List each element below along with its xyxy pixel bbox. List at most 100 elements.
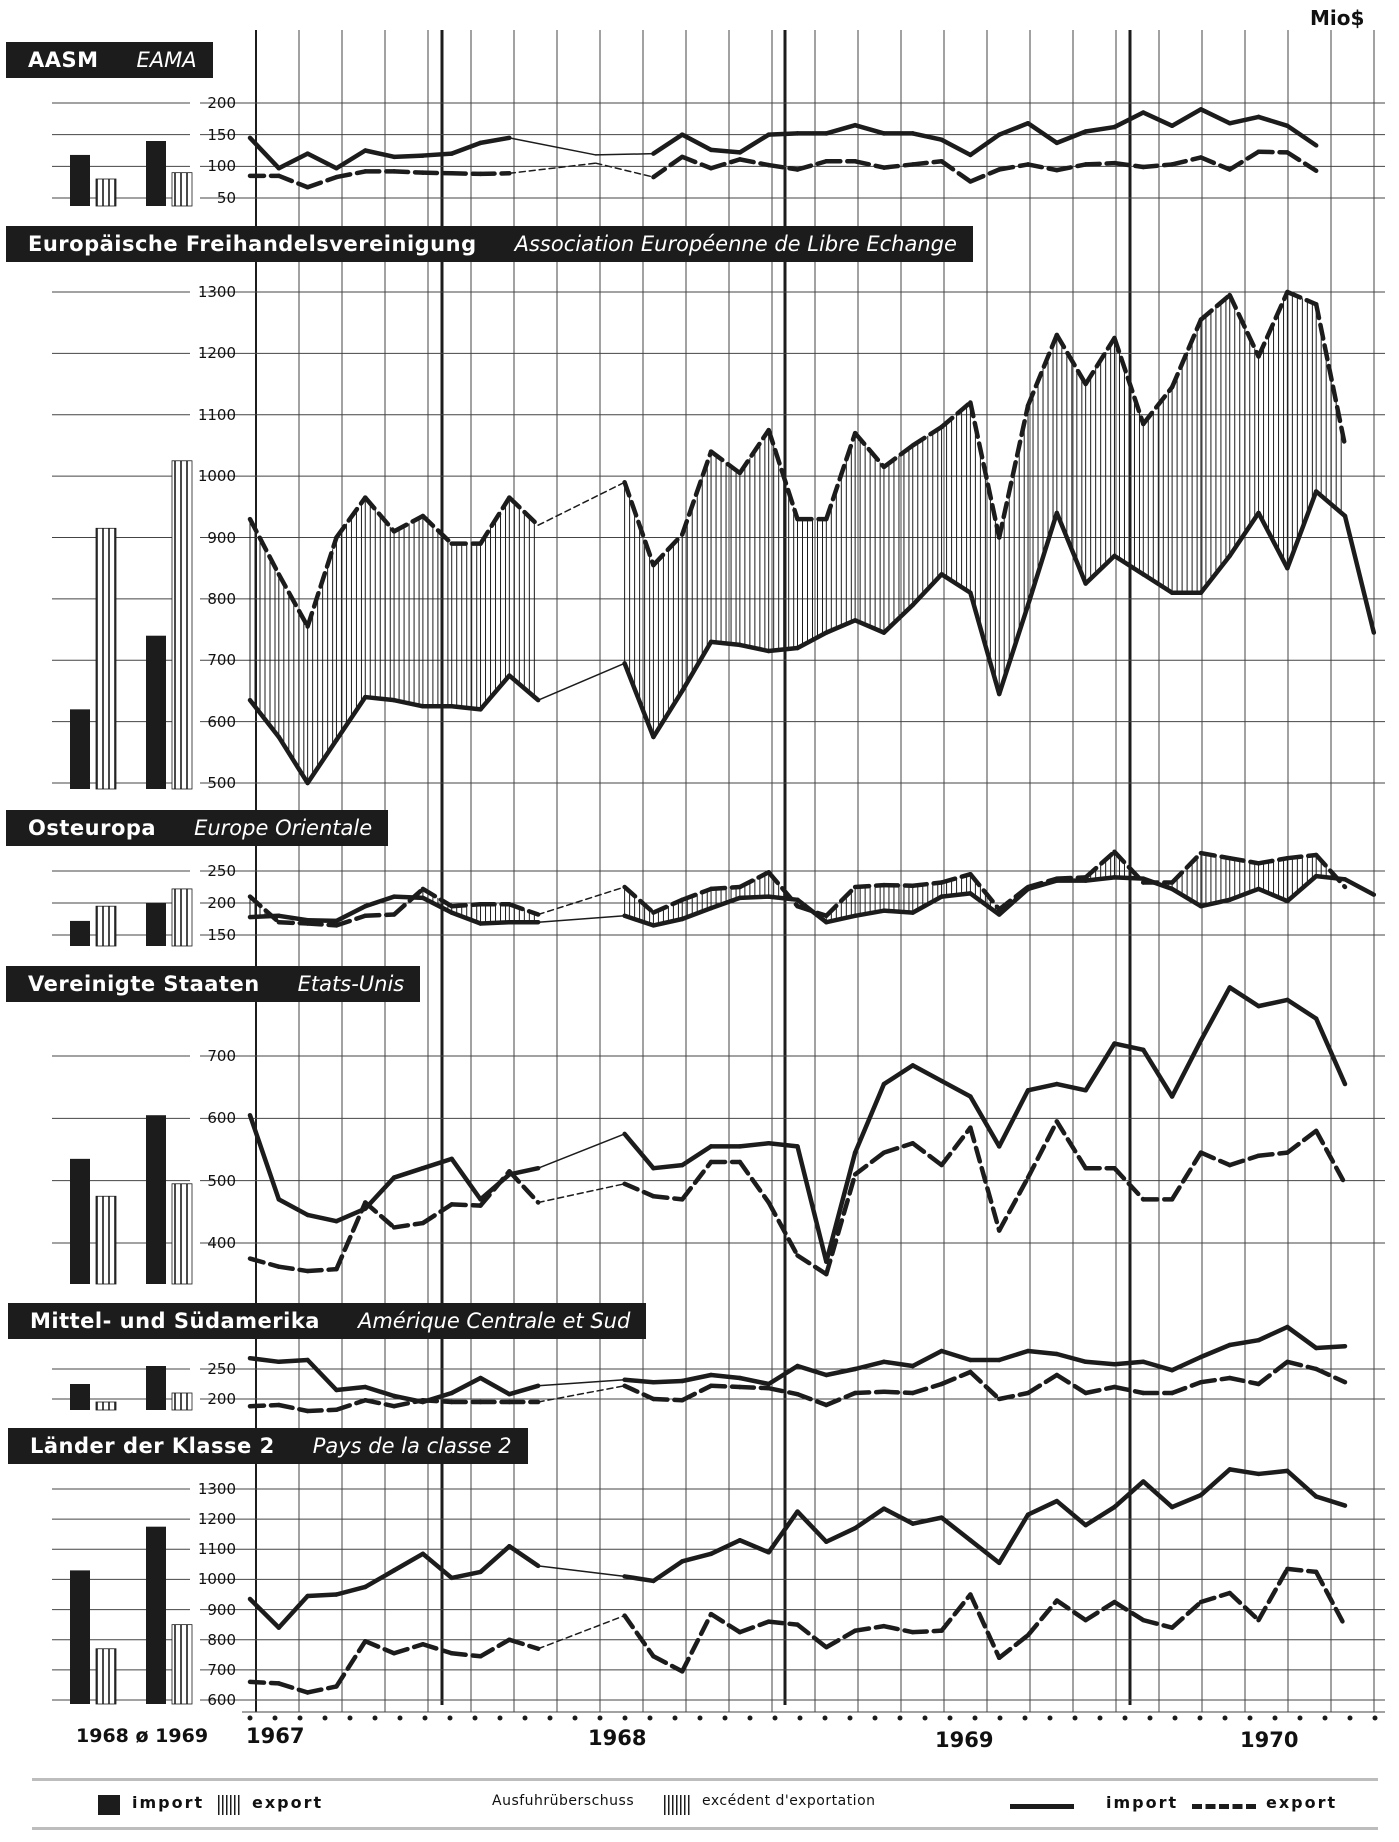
export-line-segment — [1285, 852, 1319, 861]
y-tick-label: 700 — [207, 1660, 236, 1679]
x-axis-dot — [547, 1715, 553, 1721]
export-line-segment — [1169, 1379, 1204, 1396]
import-line-segment — [478, 135, 512, 146]
export-line-segment — [1313, 1366, 1348, 1385]
export-line-segment — [1227, 292, 1261, 359]
panel-title-fr: Europe Orientale — [194, 816, 373, 840]
export-line-segment — [1256, 1566, 1290, 1623]
import-line-segment — [363, 148, 397, 160]
import-line-segment — [391, 1551, 426, 1573]
x-axis-dot — [1172, 1715, 1178, 1721]
panel-title-fr: Pays de la classe 2 — [312, 1434, 512, 1458]
x-axis-dot — [597, 1715, 603, 1721]
import-line-segment — [334, 1206, 368, 1224]
x-axis-dot — [1147, 1715, 1153, 1721]
unit-label: Mio$ — [1310, 6, 1365, 30]
export-line-segment — [766, 1200, 800, 1258]
import-line-segment — [1025, 510, 1060, 608]
export-line-segment — [910, 424, 944, 448]
import-line-segment — [449, 910, 483, 926]
export-line-segment — [795, 1622, 829, 1650]
export-line-segment — [420, 513, 454, 546]
import-line-segment — [1227, 985, 1261, 1009]
export-line-segment — [334, 169, 368, 180]
export-line-segment — [537, 1183, 626, 1204]
export-line-segment — [1313, 302, 1348, 448]
import-line-segment — [852, 1506, 887, 1531]
bar-import-1968 — [70, 1570, 90, 1704]
export-line-segment — [420, 886, 454, 909]
y-tick-label: 1300 — [197, 283, 236, 301]
y-tick-label: 400 — [207, 1234, 236, 1252]
import-line-segment — [824, 1525, 858, 1544]
import-line-segment — [1227, 1337, 1261, 1348]
import-line-segment — [1169, 1492, 1204, 1510]
import-line-segment — [247, 1355, 282, 1365]
import-line-segment — [478, 1172, 512, 1202]
export-line-segment — [247, 1402, 282, 1409]
y-tick-label: 700 — [207, 1047, 236, 1065]
export-line-segment — [852, 430, 887, 470]
import-line-segment — [305, 737, 339, 786]
panel-title-de: AASM — [28, 48, 99, 72]
import-line-segment — [537, 1379, 626, 1387]
import-line-segment — [391, 894, 426, 901]
export-line-segment — [881, 882, 916, 888]
export-line-segment — [996, 1175, 1031, 1233]
export-line-segment — [996, 1390, 1031, 1402]
import-line-segment — [651, 688, 685, 740]
export-line-segment — [1054, 1119, 1088, 1171]
import-line-segment — [1025, 1348, 1060, 1357]
export-line-segment — [996, 1632, 1031, 1661]
import-line-segment — [708, 895, 743, 911]
x-label-1969: 1969 — [935, 1728, 994, 1752]
export-line-segment — [766, 1619, 800, 1627]
y-tick-label: 150 — [207, 125, 236, 144]
export-line-segment — [708, 1383, 743, 1390]
export-line-segment — [679, 1383, 714, 1403]
x-axis-dot — [647, 1715, 653, 1721]
import-line-segment — [1313, 1494, 1348, 1508]
import-line-segment — [910, 894, 944, 915]
export-line-segment — [537, 886, 626, 916]
panel-title-klasse2: Länder der Klasse 2 Pays de la classe 2 — [8, 1428, 528, 1464]
export-line-segment — [968, 871, 1002, 912]
import-line-segment — [996, 121, 1031, 137]
export-line-segment — [1025, 162, 1060, 173]
import-line-segment — [679, 905, 714, 922]
import-line-segment — [508, 137, 597, 156]
export-line-segment — [968, 167, 1002, 184]
import-line-segment — [1342, 877, 1377, 897]
panel-title-de: Länder der Klasse 2 — [30, 1434, 275, 1458]
export-line-segment — [1313, 852, 1348, 890]
import-line-segment — [766, 894, 800, 903]
export-line-segment — [305, 921, 339, 928]
import-line-segment — [420, 151, 454, 158]
x-axis-dot — [1097, 1715, 1103, 1721]
export-line-segment — [334, 1200, 368, 1272]
import-line-segment — [679, 1551, 714, 1564]
panel-3 — [52, 985, 1385, 1285]
import-line-segment — [449, 704, 483, 712]
panel-4 — [52, 1324, 1385, 1414]
import-line-segment — [276, 913, 310, 923]
import-line-segment — [420, 1156, 454, 1171]
export-line-segment — [824, 884, 858, 919]
import-line-segment — [334, 1584, 368, 1597]
export-line-segment — [939, 871, 973, 885]
export-line-segment — [852, 1150, 887, 1177]
import-line-segment — [595, 152, 655, 156]
export-line-segment — [305, 1407, 339, 1414]
export-line-segment — [910, 1381, 944, 1396]
export-line-segment — [595, 162, 655, 178]
import-line-segment — [651, 1162, 685, 1171]
import-line-segment — [1342, 513, 1377, 635]
export-line-segment — [1112, 160, 1146, 170]
export-line-segment — [478, 171, 512, 177]
import-line-segment — [766, 131, 800, 137]
import-line-segment — [363, 1568, 397, 1590]
import-line-segment — [1285, 1468, 1319, 1499]
export-line-segment — [507, 1169, 541, 1205]
import-line-segment — [968, 590, 1002, 697]
export-line-segment — [939, 159, 973, 184]
